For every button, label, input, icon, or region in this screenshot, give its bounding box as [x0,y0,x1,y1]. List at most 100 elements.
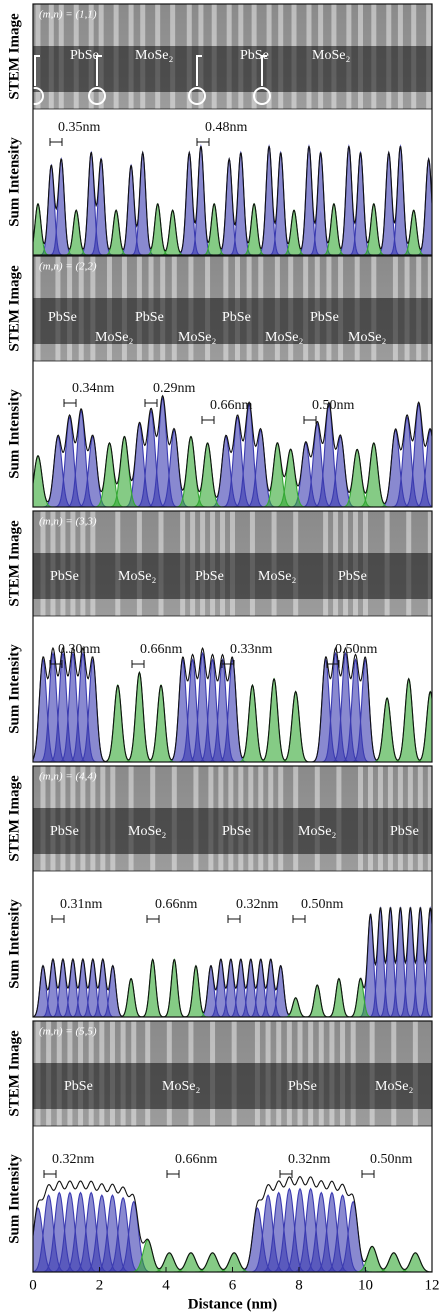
pointer [34,55,40,86]
layer-label: MoSe₂ [298,824,336,839]
panel [33,4,432,255]
layer-label: MoSe₂ [118,569,156,584]
spacing-label: 0.48nm [205,120,248,135]
spacing-label: 0.32nm [52,1152,95,1167]
marker-circle [88,87,106,105]
spacing-label: 0.66nm [140,642,183,657]
marker-circle [26,87,44,105]
layer-label: PbSe [390,824,419,839]
marker-circle [253,87,271,105]
panel-label: (m,n) = (3,3) [39,516,97,528]
bracket [279,1170,293,1178]
bracket [43,1170,57,1178]
label-band [33,298,432,344]
layer-label: MoSe₂ [312,48,350,63]
x-tick-label: 6 [229,1277,237,1293]
y-label: Sum Intensity [6,644,22,734]
x-tick-label: 10 [358,1277,373,1293]
layer-label: PbSe [222,824,251,839]
bracket [49,660,63,668]
spacing-label: 0.50nm [301,897,344,912]
layer-label: PbSe [288,1079,317,1094]
layer-label: MoSe₂ [128,824,166,839]
panel-label: (m,n) = (2,2) [39,261,97,273]
y-label: Sum Intensity [6,1154,22,1244]
layer-label: MoSe₂ [95,330,133,345]
layer-label: PbSe [222,310,251,325]
layer-label: PbSe [48,310,77,325]
spacing-label: 0.32nm [236,897,279,912]
envelope [33,646,432,762]
bracket [144,399,158,407]
bracket [63,399,77,407]
panel-frame [32,3,433,256]
layer-label: MoSe₂ [178,330,216,345]
spacing-label: 0.66nm [175,1152,218,1167]
y-label: Sum Intensity [6,137,22,227]
bracket [131,660,145,668]
spacing-label: 0.50nm [370,1152,413,1167]
bracket [221,660,235,668]
spacing-label: 0.34nm [72,381,115,396]
layer-label: PbSe [338,569,367,584]
label-band [33,1063,432,1109]
x-tick-label: 8 [295,1277,303,1293]
layer-label: MoSe₂ [348,330,386,345]
bracket [196,138,210,146]
bracket [303,416,317,424]
bracket [51,915,65,923]
bracket [361,1170,375,1178]
x-tick-label: 12 [425,1277,440,1293]
layer-label: PbSe [64,1079,93,1094]
layer-label: PbSe [135,310,164,325]
image-label: STEM Image [6,13,22,100]
image-label: STEM Image [6,265,22,352]
envelope [33,907,432,1017]
bracket [166,1170,180,1178]
layer-label: PbSe [50,824,79,839]
pointer [96,55,102,86]
spacing-label: 0.32nm [288,1152,331,1167]
envelope [33,394,432,504]
spacing-label: 0.31nm [60,897,103,912]
marker-circle [188,87,206,105]
panel-frame [32,255,433,508]
spacing-label: 0.50nm [312,398,355,413]
layer-label: MoSe₂ [265,330,303,345]
label-band [33,553,432,599]
layer-label: MoSe₂ [162,1079,200,1094]
pointer [261,55,267,86]
label-band [33,808,432,854]
bracket [146,915,160,923]
image-label: STEM Image [6,1030,22,1117]
panel-frame [32,765,433,1018]
pointer [196,55,202,86]
layer-label: MoSe₂ [258,569,296,584]
bracket [292,915,306,923]
y-label: Sum Intensity [6,899,22,989]
spacing-label: 0.50nm [335,642,378,657]
layer-label: MoSe₂ [135,48,173,63]
envelope [33,146,432,253]
spacing-label: 0.66nm [210,398,253,413]
y-label: Sum Intensity [6,389,22,479]
image-label: STEM Image [6,520,22,607]
bracket [326,660,340,668]
spacing-label: 0.66nm [155,897,198,912]
x-tick-label: 0 [29,1277,37,1293]
x-tick-label: 4 [162,1277,170,1293]
bracket [49,138,63,146]
label-band [33,46,432,92]
panel-label: (m,n) = (5,5) [39,1026,97,1038]
spacing-label: 0.30nm [58,642,101,657]
layer-label: MoSe₂ [375,1079,413,1094]
panel-frame [32,510,433,763]
panel-label: (m,n) = (4,4) [39,771,97,783]
layer-label: PbSe [70,48,99,63]
layer-label: PbSe [50,569,79,584]
panel [33,766,432,1017]
panel [33,511,432,762]
image-label: STEM Image [6,775,22,862]
spacing-label: 0.35nm [58,120,101,135]
